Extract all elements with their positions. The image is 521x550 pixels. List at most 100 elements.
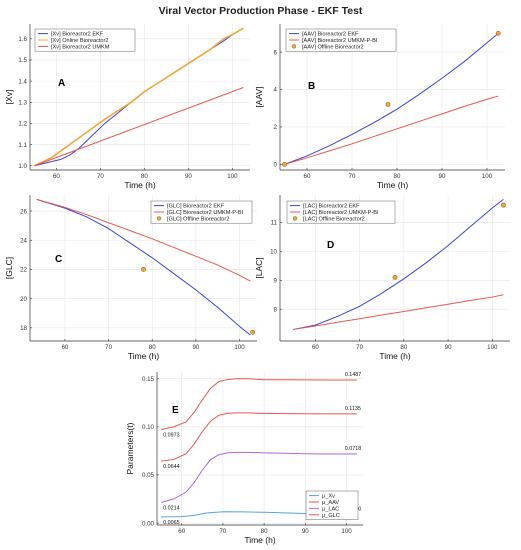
y-tick-label: 18 (20, 325, 27, 332)
x-tick-label: 70 (97, 173, 104, 180)
data-point (500, 202, 506, 208)
x-tick-label: 60 (178, 528, 185, 535)
x-axis-label: Time (h) (124, 180, 155, 190)
y-tick-label: 1.5 (18, 57, 27, 64)
series-end-label: 0.1135 (345, 406, 361, 412)
y-tick-label: 0.05 (142, 472, 155, 479)
legend-entry: [LAC] Bioreactor2 UMKM-P-BI (303, 210, 379, 216)
legend: [GLC] Bioreactor2 EKF[GLC] Bioreactor2 U… (150, 200, 253, 224)
series-line (293, 294, 504, 330)
data-point (141, 267, 146, 272)
x-tick-label: 60 (53, 173, 60, 180)
series-line (34, 87, 244, 167)
x-tick-label: 100 (487, 344, 498, 351)
panel-label: A (58, 78, 65, 89)
legend-entry: [LAC] Offline Bioreactor2 (303, 216, 365, 222)
legend-entry: μ_AAV (322, 500, 339, 506)
series-line (293, 198, 504, 330)
data-point (495, 30, 501, 36)
panel-b: 60 70 80 90 100 0 2 4 6 Time (h) [AAV] [AAV] Biorea… (254, 24, 505, 190)
x-tick-label: 100 (227, 173, 238, 180)
x-tick-label: 100 (234, 344, 245, 351)
y-axis-label: [AAV] (254, 86, 264, 107)
series-line (284, 32, 499, 165)
y-axis-label: Parameters(t) (125, 422, 135, 474)
data-point (282, 161, 287, 167)
x-tick-label: 70 (356, 344, 363, 351)
series-end-label: 0.0718 (345, 446, 362, 452)
x-tick-label: 70 (219, 528, 226, 535)
y-tick-label: 1.2 (18, 121, 27, 128)
legend-box (285, 28, 397, 52)
y-tick-label: 20 (20, 296, 27, 303)
x-tick-label: 90 (192, 344, 199, 351)
y-tick-label: 1.0 (18, 163, 27, 170)
legend: [LAC] Bioreactor2 EKF[LAC] Bioreactor2 U… (286, 200, 396, 224)
series-start-label: 0.0644 (163, 464, 180, 470)
y-tick-label: 1.6 (18, 36, 27, 43)
y-axis-label: [Xv] (4, 90, 14, 105)
x-axis-label: Time (h) (244, 535, 275, 545)
y-tick-label: 1.4 (18, 78, 27, 85)
x-tick-label: 80 (400, 344, 407, 351)
legend-entry: [LAC] Bioreactor2 EKF (303, 204, 360, 210)
legend-entry: μ_LAC (322, 506, 339, 512)
y-tick-label: 22 (20, 267, 27, 274)
x-tick-label: 80 (394, 173, 401, 180)
legend-entry: μ_GLC (322, 513, 340, 519)
panel-c: 60 70 80 90 100 18 20 22 24 26 Time (h) [GLC] [GLC] … (4, 195, 257, 361)
y-tick-label: 0 (274, 162, 278, 169)
legend-marker (156, 216, 162, 221)
panel-a: 60 70 80 90 100 1.0 1.1 1.2 1.3 1.4 1.5 1.6 Time (h)… (4, 24, 250, 190)
x-tick-label: 90 (185, 173, 192, 180)
data-point (385, 102, 391, 107)
panel-e: 60 70 80 90 100 0.00 0.05 0.10 0.15 Time (h) Param… (125, 372, 363, 545)
series-line (36, 198, 251, 336)
x-axis-label: Time (h) (379, 351, 410, 361)
y-tick-label: 0.10 (142, 424, 155, 431)
series-start-label: 0.0214 (163, 505, 180, 511)
panel-label: C (55, 254, 62, 265)
legend-marker (291, 44, 297, 49)
y-tick-label: 6 (274, 49, 278, 56)
panel-label: E (172, 405, 179, 416)
x-tick-label: 60 (304, 173, 311, 180)
y-axis-label: [GLC] (4, 257, 14, 279)
legend: [Xv] Bioreactor2 EKF[Xv] Online Bioreact… (34, 28, 136, 52)
x-tick-label: 80 (141, 173, 148, 180)
series-line (160, 451, 357, 503)
y-tick-label: 9 (274, 277, 278, 284)
y-axis-label: [LAC] (254, 257, 264, 278)
y-tick-label: 4 (274, 87, 278, 94)
series-end-label: 0.1487 (345, 372, 362, 378)
legend-entry: μ_Xv (322, 494, 335, 500)
x-axis-label: Time (h) (128, 351, 159, 361)
x-tick-label: 70 (349, 173, 356, 180)
y-tick-label: 24 (20, 237, 27, 244)
y-tick-label: 0.00 (142, 520, 155, 527)
legend-box (34, 28, 136, 52)
legend-entry: [Xv] Bioreactor2 EKF (51, 32, 104, 38)
y-tick-label: 1.3 (18, 99, 27, 106)
data-point (392, 274, 398, 280)
data-point (250, 329, 256, 335)
x-axis-label: Time (h) (377, 180, 408, 190)
panel-d: 60 70 80 90 100 8 9 10 11 Time (h) [LAC] [LAC] Bior… (254, 195, 510, 361)
series-line (161, 378, 357, 430)
series-line (161, 412, 357, 462)
legend-entry: [Xv] Online Bioreactor2 (51, 38, 109, 44)
legend-entry: [GLC] Bioreactor2 UMKM-P-BI (167, 210, 244, 216)
series-line (36, 198, 251, 282)
y-tick-label: 26 (20, 208, 27, 215)
x-tick-label: 90 (439, 173, 446, 180)
legend-entry: [GLC] Bioreactor2 EKF (167, 204, 225, 210)
x-tick-label: 90 (445, 344, 452, 351)
legend-entry: [AAV] Bioreactor2 EKF (302, 32, 359, 38)
legend-marker (292, 216, 298, 221)
legend-entry: [AAV] Offline Bioreactor2 (302, 44, 364, 50)
series-start-label: 0.0973 (163, 432, 180, 438)
y-tick-label: 1.1 (18, 142, 27, 149)
legend-box (286, 200, 396, 224)
